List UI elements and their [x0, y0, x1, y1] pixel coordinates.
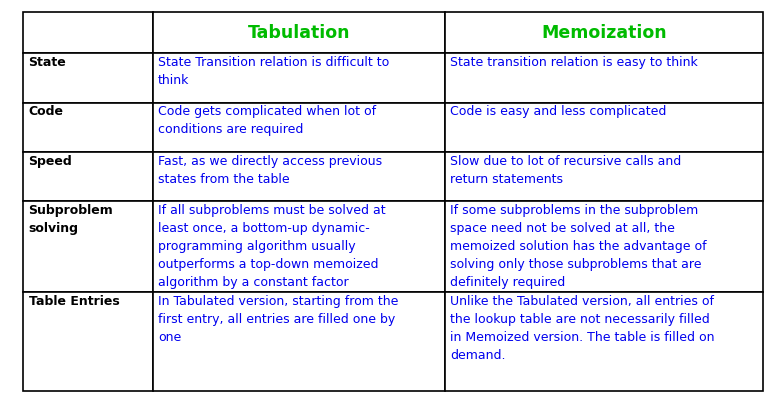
Bar [23, 53, 153, 103]
Bar [153, 53, 445, 103]
Bar [153, 201, 445, 292]
Text: Slow due to lot of recursive calls and
return statements: Slow due to lot of recursive calls and r… [450, 155, 682, 186]
Bar [23, 292, 153, 391]
Text: In Tabulated version, starting from the
first entry, all entries are filled one : In Tabulated version, starting from the … [158, 295, 399, 344]
Bar [445, 53, 763, 103]
Text: Memoization: Memoization [541, 24, 667, 41]
Text: Code: Code [29, 105, 63, 119]
Text: Subproblem
solving: Subproblem solving [29, 204, 113, 235]
Bar [23, 103, 153, 152]
Text: State Transition relation is difficult to
think: State Transition relation is difficult t… [158, 56, 389, 87]
Bar [23, 12, 153, 53]
Text: Code is easy and less complicated: Code is easy and less complicated [450, 105, 667, 119]
Bar [445, 152, 763, 201]
Bar [153, 292, 445, 391]
Bar [153, 12, 445, 53]
Bar [445, 201, 763, 292]
Text: Unlike the Tabulated version, all entries of
the lookup table are not necessaril: Unlike the Tabulated version, all entrie… [450, 295, 715, 362]
Text: State: State [29, 56, 66, 69]
Text: If all subproblems must be solved at
least once, a bottom-up dynamic-
programmin: If all subproblems must be solved at lea… [158, 204, 386, 289]
Bar [23, 152, 153, 201]
Text: State transition relation is easy to think: State transition relation is easy to thi… [450, 56, 699, 69]
Text: Fast, as we directly access previous
states from the table: Fast, as we directly access previous sta… [158, 155, 382, 186]
Bar [445, 12, 763, 53]
Bar [445, 292, 763, 391]
Bar [153, 152, 445, 201]
Text: Table Entries: Table Entries [29, 295, 120, 308]
Bar [445, 103, 763, 152]
Text: If some subproblems in the subproblem
space need not be solved at all, the
memoi: If some subproblems in the subproblem sp… [450, 204, 707, 289]
Text: Speed: Speed [29, 155, 72, 168]
Bar [23, 201, 153, 292]
Text: Code gets complicated when lot of
conditions are required: Code gets complicated when lot of condit… [158, 105, 376, 136]
Text: Tabulation: Tabulation [247, 24, 350, 41]
Bar [153, 103, 445, 152]
